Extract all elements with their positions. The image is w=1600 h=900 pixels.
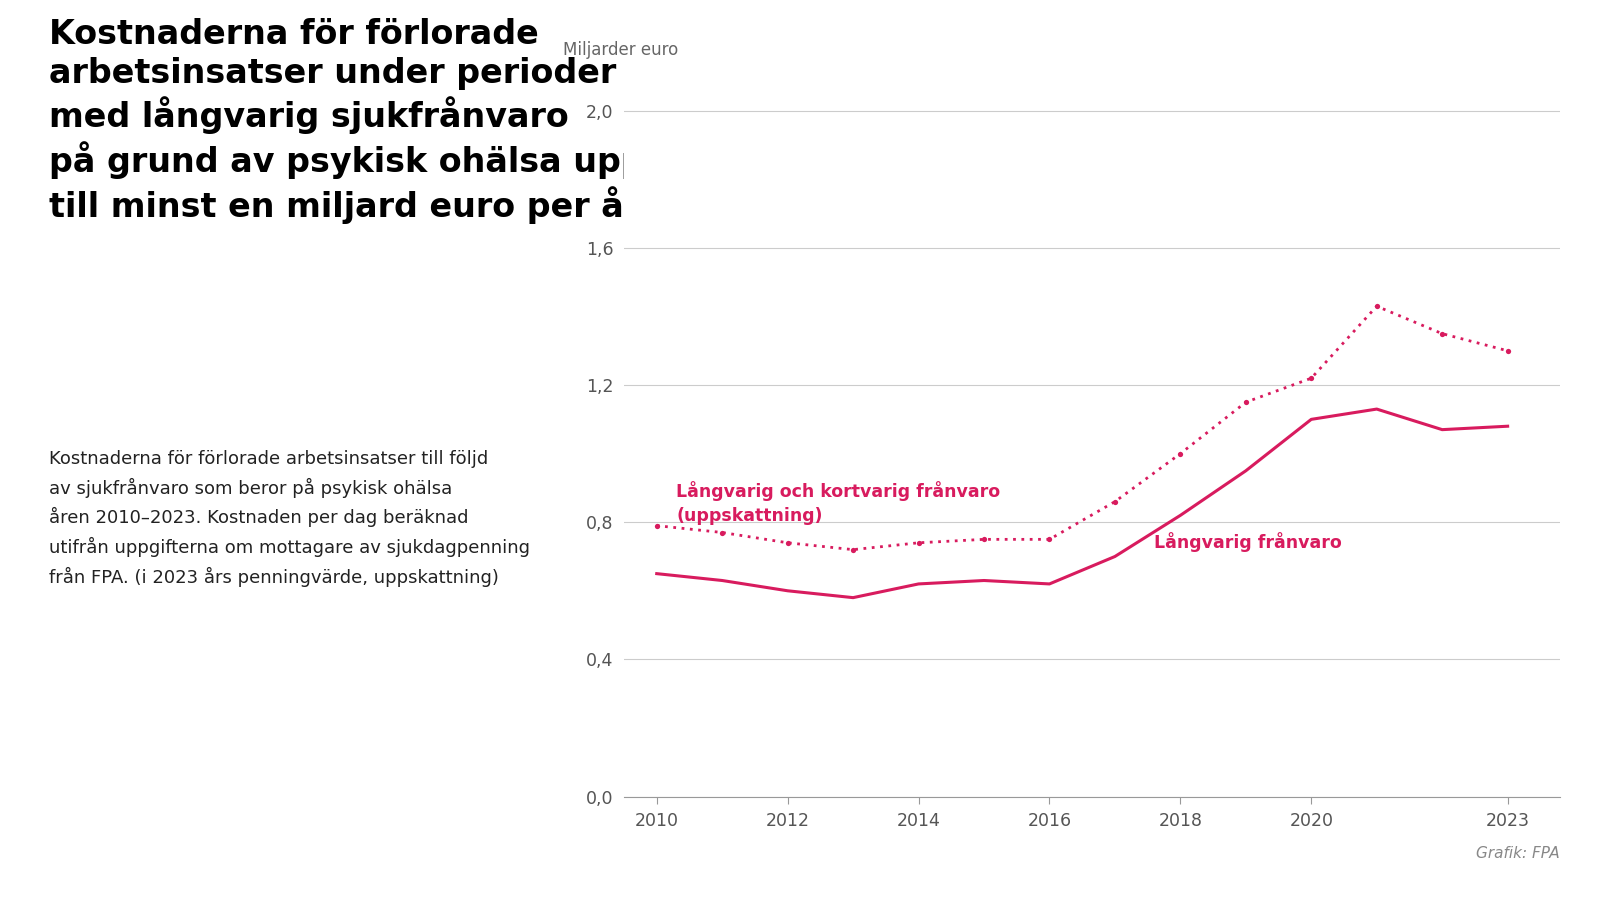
Text: Långvarig frånvaro: Långvarig frånvaro — [1154, 533, 1342, 553]
Text: Miljarder euro: Miljarder euro — [563, 40, 678, 58]
Text: Långvarig och kortvarig frånvaro
(uppskattning): Långvarig och kortvarig frånvaro (uppska… — [677, 482, 1000, 525]
Text: Grafik: FPA: Grafik: FPA — [1477, 846, 1560, 861]
Text: Kostnaderna för förlorade arbetsinsatser till följd
av sjukfrånvaro som beror på: Kostnaderna för förlorade arbetsinsatser… — [50, 450, 530, 587]
Text: Kostnaderna för förlorade
arbetsinsatser under perioder
med långvarig sjukfrånva: Kostnaderna för förlorade arbetsinsatser… — [50, 18, 707, 223]
